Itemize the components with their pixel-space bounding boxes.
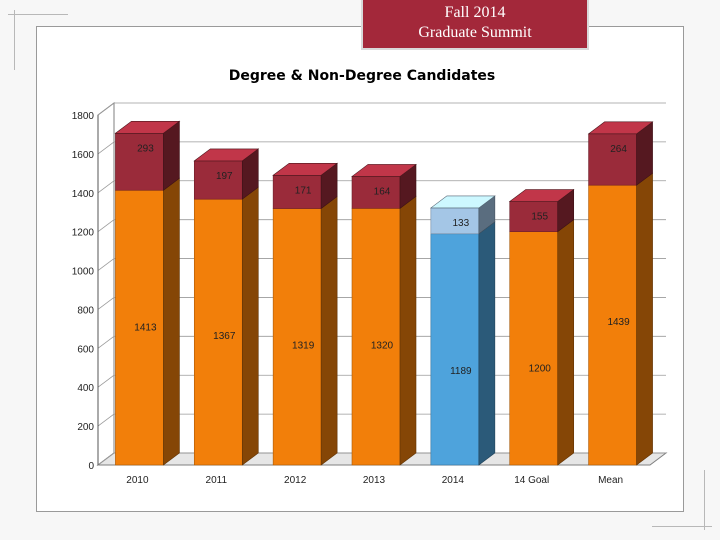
bar-top-2012	[272, 162, 339, 176]
corner-accent-bottom-right	[704, 470, 705, 530]
data-label-nondegree-2013: 164	[374, 186, 391, 197]
data-label-degree-2012: 1319	[292, 341, 315, 352]
y-tick-label: 1000	[72, 267, 95, 278]
bar-degree-2012	[272, 208, 322, 466]
gridline-side	[97, 297, 115, 310]
data-label-nondegree-Mean: 264	[610, 144, 627, 155]
bar-nondegree-14 Goal	[509, 201, 559, 232]
gridline-side	[97, 452, 115, 466]
bar-top-2013	[351, 164, 417, 177]
y-tick-label: 1800	[72, 111, 95, 122]
gridline-side	[97, 141, 115, 155]
corner-accent-bottom-right-h	[652, 526, 712, 527]
bar-degree-Mean	[588, 184, 637, 466]
x-tick-label: 2012	[284, 475, 307, 486]
y-tick-label: 1200	[72, 228, 95, 239]
bar-degree-2011	[193, 198, 243, 466]
gridline-side	[97, 258, 115, 271]
bar-top-Mean	[587, 121, 654, 135]
data-label-degree-2014: 1189	[450, 366, 472, 377]
y-tick-label: 1600	[72, 150, 95, 161]
gridline-side	[97, 102, 115, 116]
header-line-1: Fall 2014	[444, 4, 506, 21]
data-label-nondegree-2014: 133	[453, 218, 470, 229]
x-tick-label: Mean	[598, 475, 623, 486]
y-tick-label: 0	[88, 461, 94, 472]
data-label-nondegree-14 Goal: 155	[531, 212, 548, 223]
data-label-degree-2010: 1413	[134, 322, 157, 333]
header-line-2: Graduate Summit	[418, 24, 532, 41]
data-label-degree-14 Goal: 1200	[529, 364, 552, 375]
data-label-degree-2011: 1367	[213, 331, 236, 342]
bar-top-2010	[114, 120, 181, 134]
bar-degree-2014	[430, 233, 480, 466]
data-label-nondegree-2010: 293	[137, 143, 154, 154]
gridline-side	[97, 374, 115, 388]
bar-degree-side-2014	[478, 221, 496, 466]
data-label-degree-Mean: 1439	[607, 317, 630, 328]
bar-nondegree-2013	[351, 176, 401, 209]
bar-degree-side-2012	[320, 195, 338, 466]
bar-top-2014	[429, 195, 496, 209]
y-tick-label: 400	[77, 383, 94, 394]
bar-nondegree-2011	[193, 160, 243, 200]
bar-degree-2010	[115, 189, 164, 466]
bar-nondegree-Mean	[588, 133, 637, 186]
gridline-side	[97, 413, 115, 427]
bar-degree-side-14 Goal	[557, 219, 575, 466]
gridline-side	[97, 219, 115, 232]
x-tick-label: 2011	[206, 475, 228, 486]
bar-degree-side-Mean	[636, 172, 653, 466]
gridline-side	[97, 336, 115, 349]
x-tick-label: 2010	[126, 475, 149, 486]
data-label-degree-2013: 1320	[371, 340, 394, 351]
y-tick-label: 800	[77, 305, 94, 316]
corner-accent-top-left-h	[8, 14, 68, 15]
x-tick-label: 2013	[363, 475, 386, 486]
bar-degree-2013	[351, 208, 401, 466]
bar-degree-14 Goal	[509, 231, 559, 466]
bar-nondegree-2010	[115, 132, 164, 191]
y-tick-label: 600	[77, 344, 94, 355]
bar-degree-side-2010	[163, 177, 180, 466]
left-wall	[97, 102, 115, 466]
x-tick-label: 14 Goal	[514, 475, 549, 486]
x-tick-label: 2014	[442, 475, 465, 486]
bar-top-2011	[193, 148, 260, 162]
corner-accent-top-left	[14, 10, 15, 70]
header-banner: Fall 2014 Graduate Summit	[361, 0, 589, 50]
bar-degree-side-2011	[241, 186, 259, 466]
data-label-nondegree-2012: 171	[295, 185, 312, 196]
data-label-nondegree-2011: 197	[216, 171, 233, 182]
chart-title: Degree & Non-Degree Candidates	[229, 68, 496, 84]
y-tick-label: 200	[77, 422, 94, 433]
bar-top-14 Goal	[508, 189, 575, 202]
bar-degree-side-2013	[399, 195, 417, 466]
gridline-side	[97, 180, 115, 194]
y-tick-label: 1400	[72, 189, 95, 200]
